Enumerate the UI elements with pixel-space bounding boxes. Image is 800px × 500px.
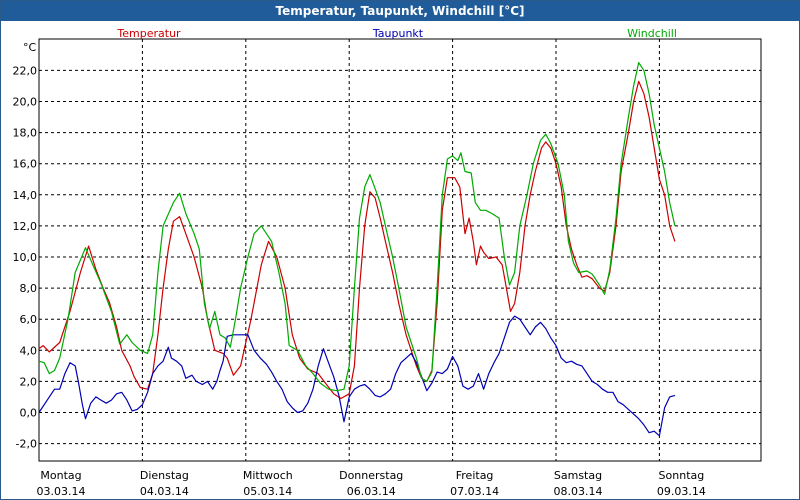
x-tick-date-label: 08.03.14 — [554, 485, 603, 498]
y-tick-label: 6,0 — [20, 313, 38, 326]
grid-lines — [39, 39, 761, 461]
y-tick-label: 2,0 — [20, 375, 38, 388]
x-tick-day-label: Dienstag — [140, 469, 189, 482]
y-tick-label: 18,0 — [13, 127, 38, 140]
y-axis: -2,0 0,0 2,0 4,0 6,0 8,0 10,0 12,0 14,0 16,0 18,0 2… — [13, 64, 38, 450]
x-tick-day-label: Donnerstag — [339, 469, 403, 482]
legend-entry-temperatur: Temperatur — [116, 27, 181, 40]
y-tick-label: 12,0 — [13, 220, 38, 233]
y-tick-label: 16,0 — [13, 158, 38, 171]
series-line-temperatur — [38, 80, 676, 400]
legend-entry-taupunkt: Taupunkt — [372, 27, 424, 40]
plot-area-border — [38, 38, 762, 462]
y-tick-label: 14,0 — [13, 189, 38, 202]
series-lines — [38, 61, 676, 437]
legend-entry-windchill: Windchill — [627, 27, 677, 40]
series-line-windchill — [38, 61, 676, 392]
y-tick-label: 4,0 — [20, 344, 38, 357]
y-tick-label: 8,0 — [20, 282, 38, 295]
x-tick-day-label: Mittwoch — [243, 469, 293, 482]
y-tick-label: 20,0 — [13, 96, 38, 109]
legend: Temperatur Taupunkt Windchill — [116, 27, 677, 40]
y-tick-label: 10,0 — [13, 251, 38, 264]
series-line-taupunkt — [38, 315, 676, 437]
x-axis: Montag 03.03.14 Dienstag 04.03.14 Mittwoch 05… — [37, 469, 706, 498]
x-tick-date-label: 04.03.14 — [140, 485, 189, 498]
x-tick-date-label: 07.03.14 — [450, 485, 499, 498]
y-tick-label: -2,0 — [16, 438, 37, 451]
x-tick-day-label: Sonntag — [659, 469, 705, 482]
x-tick-date-label: 03.03.14 — [37, 485, 86, 498]
y-tick-label: 0,0 — [20, 407, 38, 420]
y-axis-unit-label: °C — [23, 41, 37, 54]
x-tick-date-label: 09.03.14 — [657, 485, 706, 498]
x-tick-date-label: 06.03.14 — [347, 485, 396, 498]
x-tick-day-label: Montag — [40, 469, 81, 482]
x-tick-date-label: 05.03.14 — [243, 485, 292, 498]
y-tick-label: 22,0 — [13, 64, 38, 77]
x-tick-day-label: Samstag — [554, 469, 602, 482]
chart-title: Temperatur, Taupunkt, Windchill [°C] — [1, 1, 799, 21]
x-tick-day-label: Freitag — [456, 469, 494, 482]
